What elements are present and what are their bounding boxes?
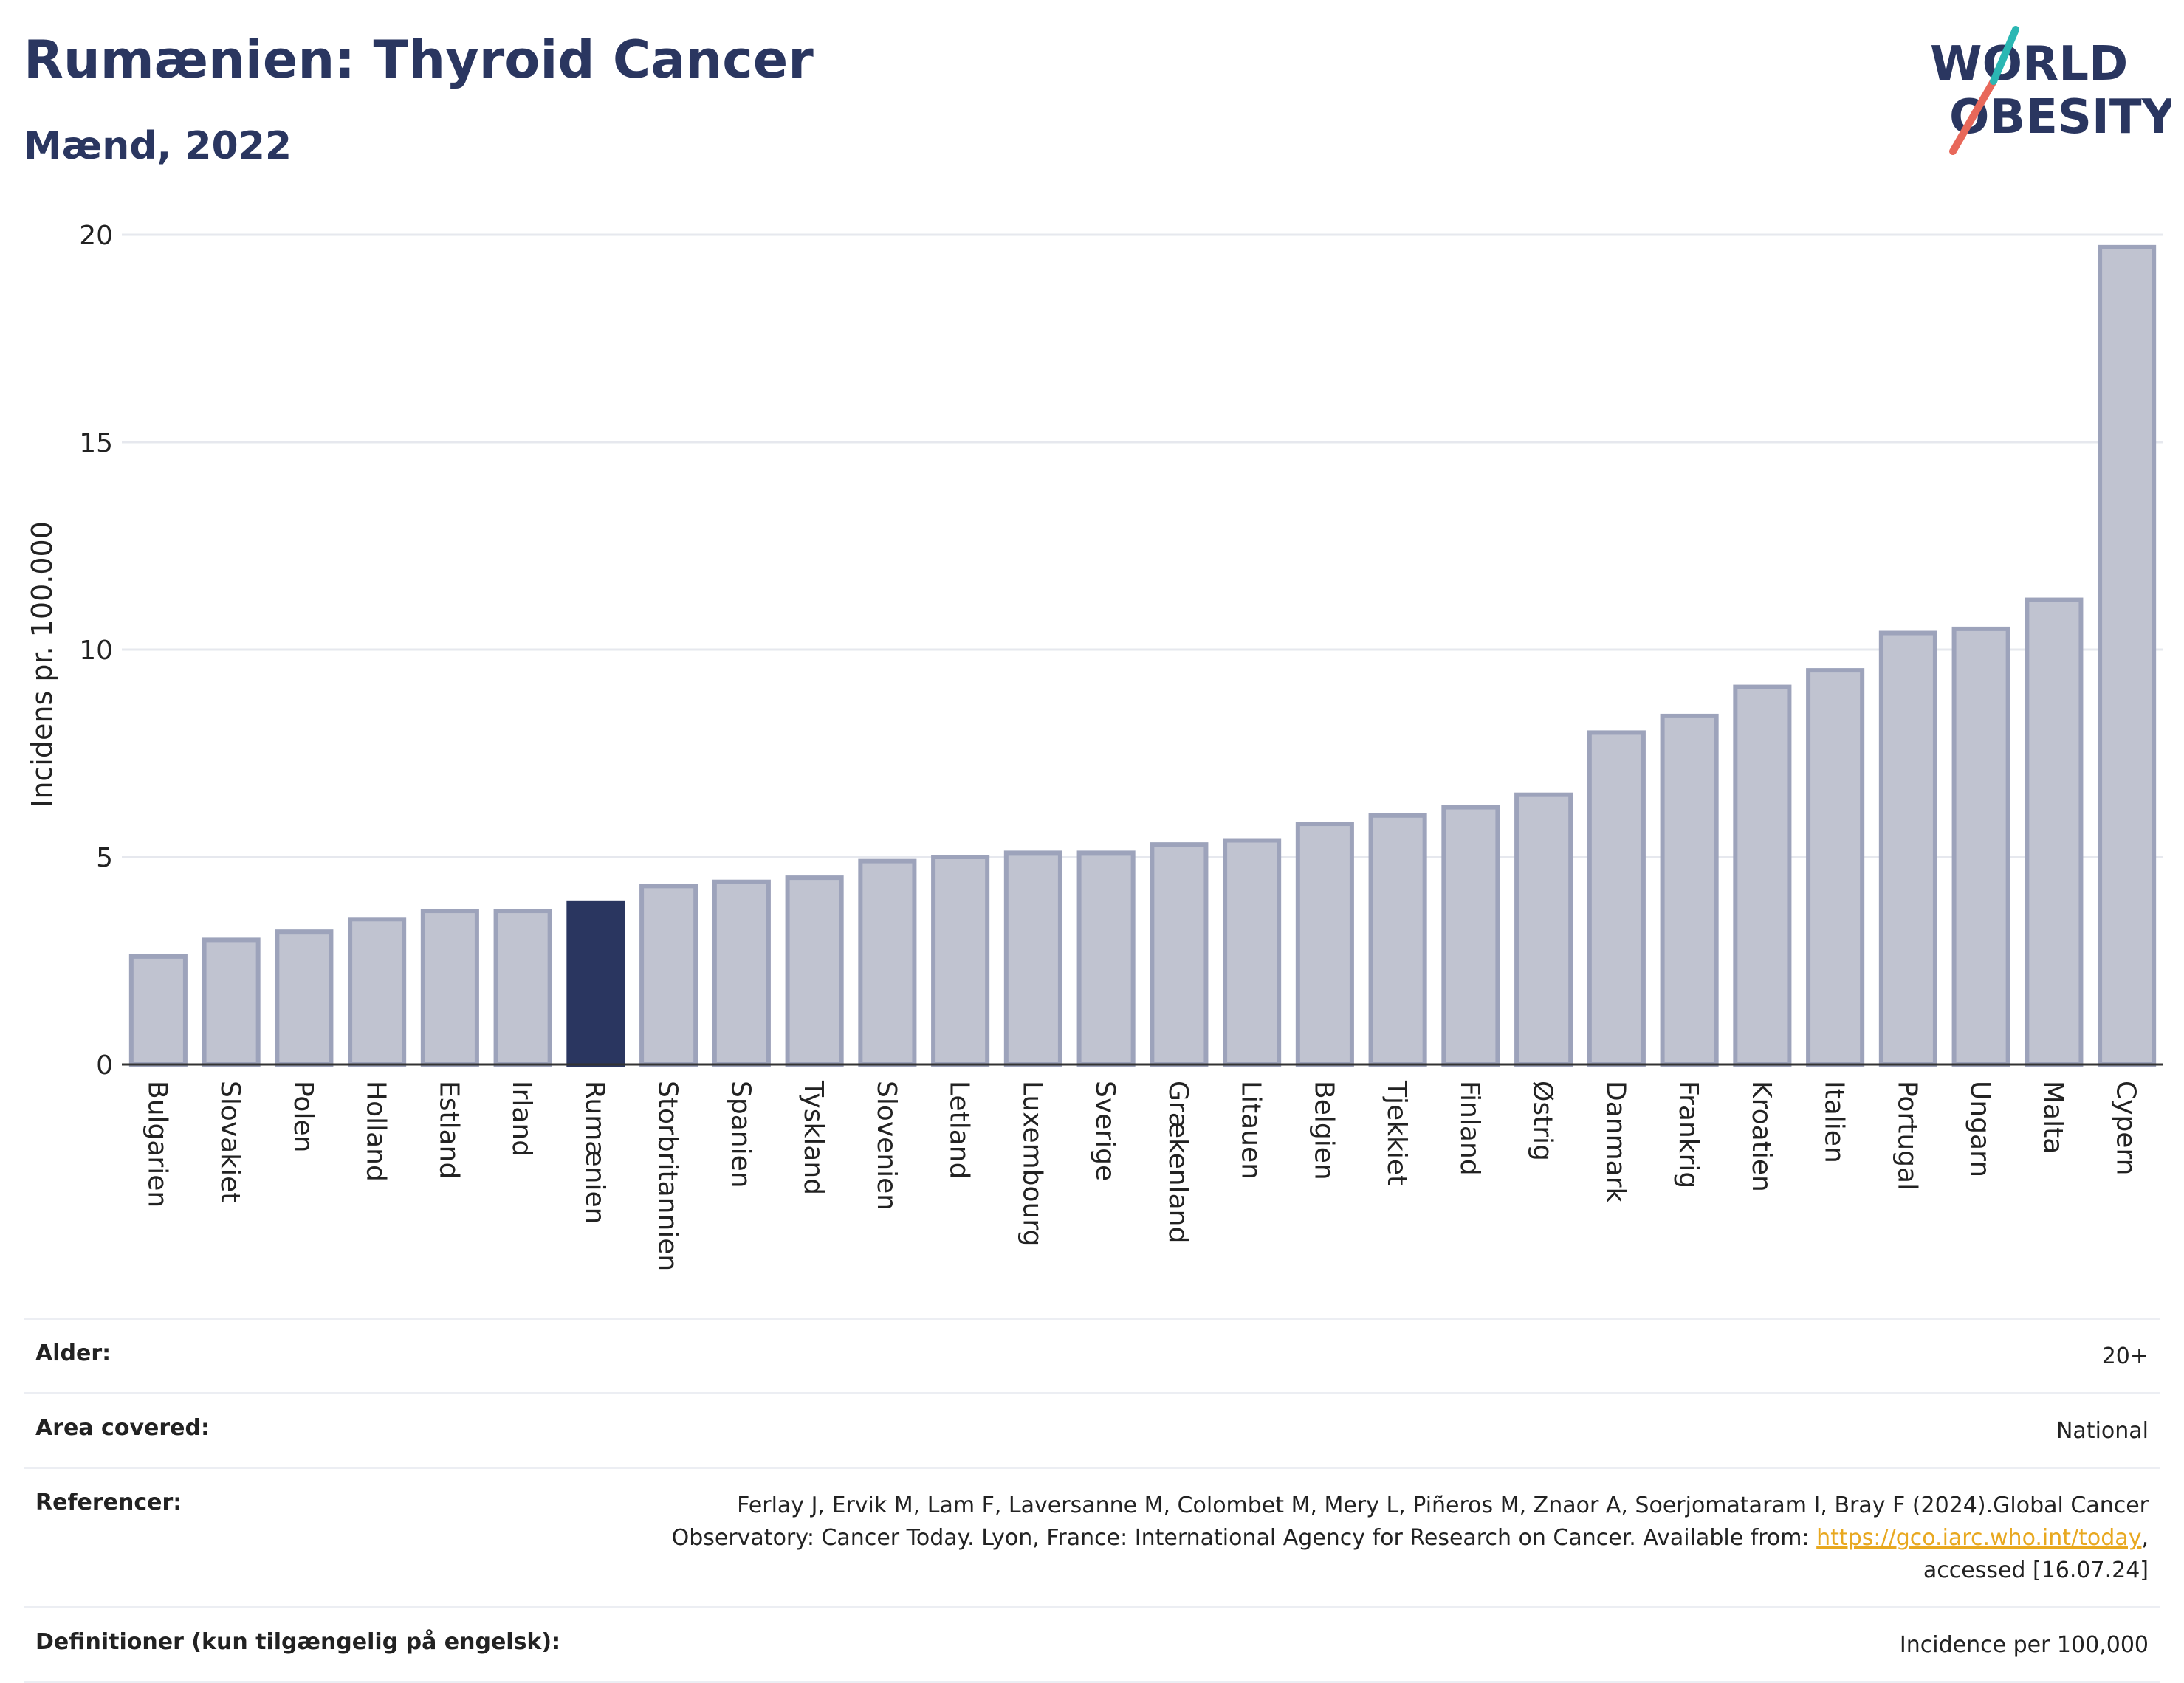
bar-bulgarien bbox=[128, 954, 188, 1067]
x-tick-label: Slovakiet bbox=[215, 1081, 245, 1202]
bar-tjekkiet bbox=[1368, 813, 1427, 1067]
x-tick-label: Storbritannien bbox=[653, 1081, 683, 1271]
reference-line-1: Ferlay J, Ervik M, Lam F, Laversanne M, … bbox=[737, 1493, 2149, 1518]
chart-subtitle: Mænd, 2022 bbox=[24, 124, 292, 168]
x-tick-label: Portugal bbox=[1892, 1081, 1922, 1191]
x-tick-label: Belgien bbox=[1308, 1081, 1339, 1180]
reference-link[interactable]: https://gco.iarc.who.int/today bbox=[1816, 1525, 2142, 1551]
bar-litauen bbox=[1223, 838, 1282, 1067]
bar-chart: 0 5 10 15 20 Bulgarien Slovakiet Polen Holland E… bbox=[26, 221, 2163, 1271]
bar-portugal bbox=[1878, 630, 1937, 1067]
x-tick-label: Italien bbox=[1819, 1081, 1850, 1163]
bar-danmark bbox=[1587, 730, 1646, 1067]
bar-østrig bbox=[1514, 792, 1573, 1067]
x-tick-label: Irland bbox=[506, 1081, 537, 1157]
info-value-age: 20+ bbox=[2101, 1343, 2149, 1369]
bar-irland bbox=[493, 909, 552, 1067]
reference-line-3: accessed [16.07.24] bbox=[1923, 1558, 2149, 1583]
y-tick-label: 0 bbox=[96, 1050, 113, 1081]
x-tick-label: Finland bbox=[1455, 1081, 1485, 1176]
bar-kroatien bbox=[1733, 684, 1792, 1067]
x-tick-label: Østrig bbox=[1528, 1081, 1558, 1161]
x-tick-label: Polen bbox=[288, 1081, 318, 1152]
x-axis-ticks: Bulgarien Slovakiet Polen Holland Estland Irl… bbox=[142, 1080, 2140, 1271]
x-tick-label: Grækenland bbox=[1163, 1081, 1193, 1243]
bar-italien bbox=[1806, 668, 1865, 1067]
x-tick-label: Letland bbox=[944, 1081, 975, 1179]
bar-slovakiet bbox=[202, 937, 261, 1067]
info-label-references: Referencer: bbox=[35, 1490, 182, 1515]
info-value-references: Ferlay J, Ervik M, Lam F, Laversanne M, … bbox=[672, 1490, 2149, 1587]
bar-sverige bbox=[1076, 850, 1136, 1067]
reference-line-2-suffix: , bbox=[2141, 1525, 2149, 1551]
world-obesity-logo: WORLD OBESITY bbox=[1930, 26, 2171, 155]
x-tick-label: Estland bbox=[433, 1081, 464, 1179]
info-label-age: Alder: bbox=[35, 1340, 111, 1366]
info-row-area: Area covered: National bbox=[24, 1392, 2160, 1467]
x-tick-label: Kroatien bbox=[1746, 1081, 1776, 1192]
y-tick-label: 5 bbox=[96, 843, 113, 873]
bar-tyskland bbox=[785, 875, 844, 1067]
info-label-definitions: Definitioner (kun tilgængelig på engelsk… bbox=[35, 1629, 561, 1655]
x-tick-label: Ungarn bbox=[1965, 1081, 1995, 1177]
y-tick-label: 20 bbox=[79, 221, 113, 251]
x-tick-label: Tjekkiet bbox=[1381, 1080, 1412, 1185]
x-tick-label: Luxembourg bbox=[1017, 1081, 1047, 1246]
bar-luxembourg bbox=[1003, 850, 1062, 1067]
x-tick-label: Litauen bbox=[1236, 1081, 1266, 1180]
x-tick-label: Rumænien bbox=[580, 1081, 610, 1224]
info-value-definitions: Incidence per 100,000 bbox=[1899, 1632, 2149, 1658]
y-tick-label: 10 bbox=[79, 636, 113, 666]
info-row-age: Alder: 20+ bbox=[24, 1318, 2160, 1392]
bar-belgien bbox=[1295, 822, 1354, 1067]
x-tick-label: Spanien bbox=[725, 1081, 755, 1188]
x-tick-label: Danmark bbox=[1600, 1081, 1630, 1203]
logo-slash-teal bbox=[1990, 26, 2019, 85]
bar-storbritannien bbox=[639, 884, 698, 1067]
info-row-references: Referencer: Ferlay J, Ervik M, Lam F, La… bbox=[24, 1467, 2160, 1606]
bar-malta bbox=[2025, 597, 2084, 1067]
logo-text-world: WORLD bbox=[1930, 37, 2128, 92]
bar-polen bbox=[275, 929, 334, 1067]
x-tick-label: Sverige bbox=[1090, 1081, 1120, 1181]
y-tick-label: 15 bbox=[79, 428, 113, 458]
x-tick-label: Malta bbox=[2038, 1081, 2068, 1154]
bars bbox=[128, 244, 2157, 1067]
bar-rumænien bbox=[566, 900, 625, 1067]
bar-spanien bbox=[712, 879, 771, 1067]
bar-grækenland bbox=[1150, 842, 1209, 1067]
bar-estland bbox=[420, 909, 479, 1067]
y-axis-title: Incidens pr. 100.000 bbox=[26, 521, 58, 808]
x-tick-label: Frankrig bbox=[1673, 1081, 1703, 1188]
y-axis-ticks: 0 5 10 15 20 bbox=[79, 221, 113, 1081]
x-tick-label: Cypern bbox=[2111, 1081, 2141, 1175]
logo-slash-red bbox=[1949, 78, 1997, 155]
bar-holland bbox=[348, 917, 407, 1067]
info-row-definitions: Definitioner (kun tilgængelig på engelsk… bbox=[24, 1606, 2160, 1683]
bar-frankrig bbox=[1660, 713, 1719, 1067]
info-value-area: National bbox=[2056, 1418, 2149, 1444]
bar-ungarn bbox=[1951, 626, 2010, 1067]
info-table: Alder: 20+ Area covered: National Refere… bbox=[24, 1318, 2160, 1683]
x-tick-label: Tyskland bbox=[798, 1080, 828, 1195]
reference-line-2-prefix: Observatory: Cancer Today. Lyon, France:… bbox=[671, 1525, 1817, 1551]
chart-title: Rumænien: Thyroid Cancer bbox=[24, 30, 814, 90]
bar-letland bbox=[931, 855, 990, 1067]
x-tick-label: Bulgarien bbox=[142, 1081, 172, 1208]
x-tick-label: Holland bbox=[361, 1081, 391, 1182]
bar-cypern bbox=[2098, 244, 2157, 1067]
info-label-area: Area covered: bbox=[35, 1415, 210, 1441]
x-tick-label: Slovenien bbox=[871, 1081, 902, 1211]
bar-finland bbox=[1441, 805, 1500, 1067]
bar-slovenien bbox=[858, 858, 917, 1067]
